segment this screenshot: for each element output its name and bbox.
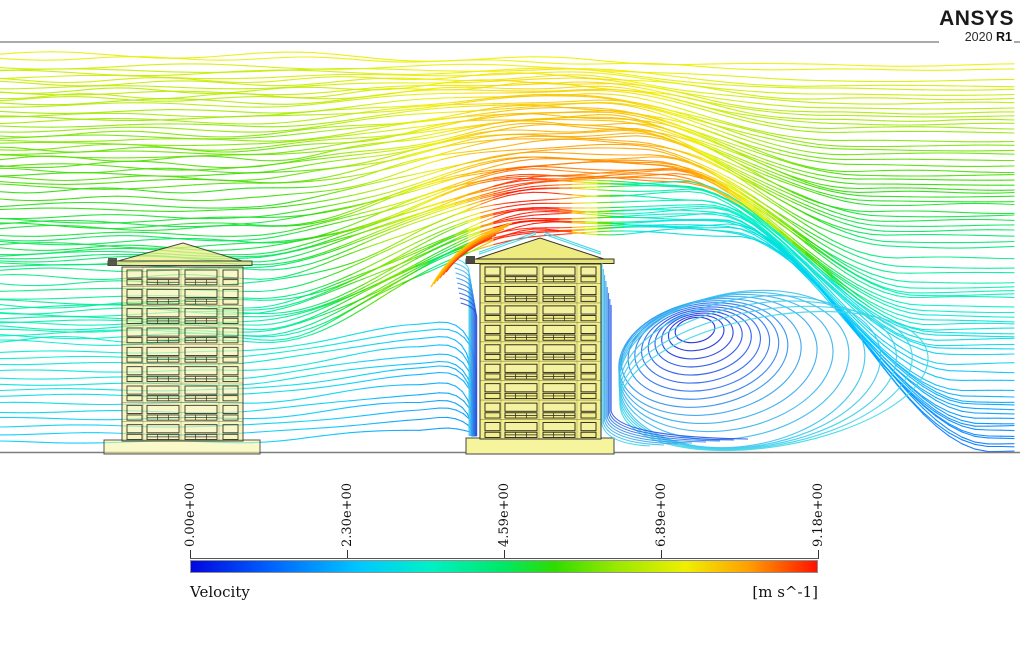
ansys-release: R1 bbox=[996, 30, 1012, 44]
roof-corner-accents bbox=[430, 222, 602, 288]
ansys-logo: ANSYS 2020 R1 bbox=[939, 8, 1014, 45]
wake-vortex bbox=[618, 289, 929, 452]
ansys-version-text: 2020 R1 bbox=[939, 30, 1014, 45]
wall-flow-accents bbox=[452, 257, 749, 447]
header-rule bbox=[0, 41, 1020, 43]
left-building bbox=[103, 242, 261, 455]
streamlines-layer bbox=[0, 51, 1015, 453]
ansys-brand-text: ANSYS bbox=[939, 7, 1014, 30]
right-building bbox=[465, 237, 615, 455]
ansys-version: 2020 bbox=[964, 30, 993, 44]
